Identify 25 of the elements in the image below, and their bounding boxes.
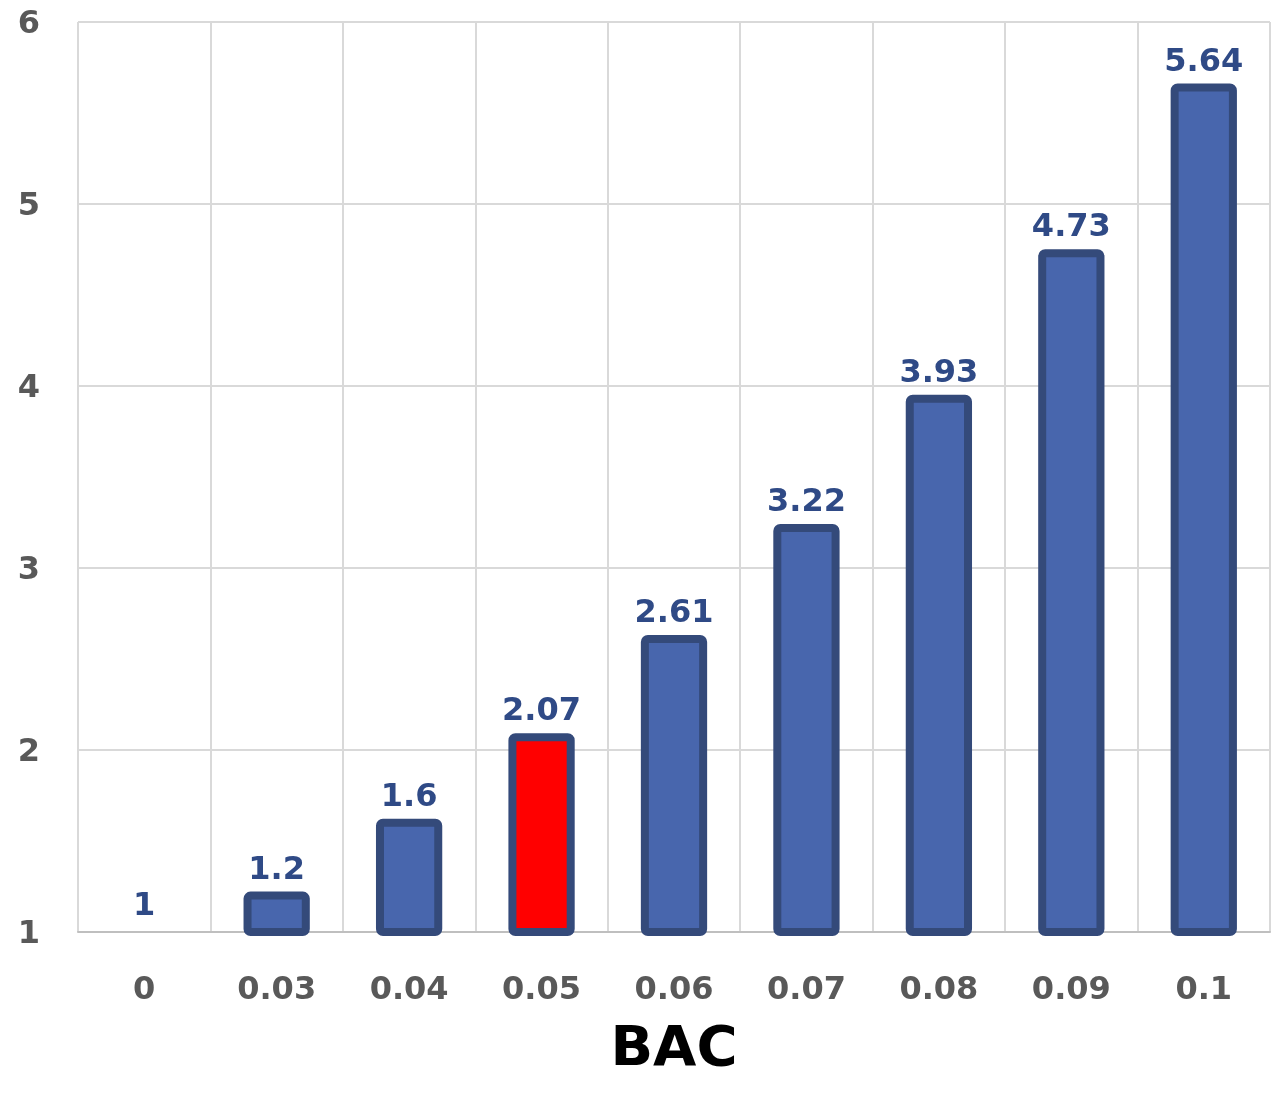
data-label: 1 <box>133 885 156 923</box>
data-label: 1.6 <box>380 775 438 814</box>
y-tick-label: 3 <box>17 549 40 587</box>
y-tick-label: 6 <box>17 3 40 41</box>
x-tick-label: 0.08 <box>899 969 979 1007</box>
data-label: 1.2 <box>248 848 306 887</box>
y-tick-label: 4 <box>17 367 40 405</box>
x-tick-label: 0.06 <box>634 969 714 1007</box>
data-label: 3.93 <box>899 351 979 390</box>
data-label: 2.61 <box>634 591 714 630</box>
data-label: 4.73 <box>1031 206 1111 245</box>
x-tick-label: 0.1 <box>1175 969 1233 1007</box>
x-tick-label: 0.07 <box>766 969 846 1007</box>
data-label: 3.22 <box>766 480 846 519</box>
y-tick-label: 5 <box>17 185 40 223</box>
y-tick-label: 2 <box>17 731 40 769</box>
x-tick-label: 0.04 <box>369 969 449 1007</box>
x-axis-title: BAC <box>610 1012 738 1078</box>
x-tick-label: 0.09 <box>1031 969 1111 1007</box>
x-tick-label: 0 <box>133 969 156 1007</box>
y-tick-label: 1 <box>17 913 40 951</box>
data-label: 5.64 <box>1164 40 1244 79</box>
x-tick-label: 0.03 <box>237 969 317 1007</box>
x-tick-label: 0.05 <box>502 969 582 1007</box>
data-label: 2.07 <box>502 690 582 729</box>
